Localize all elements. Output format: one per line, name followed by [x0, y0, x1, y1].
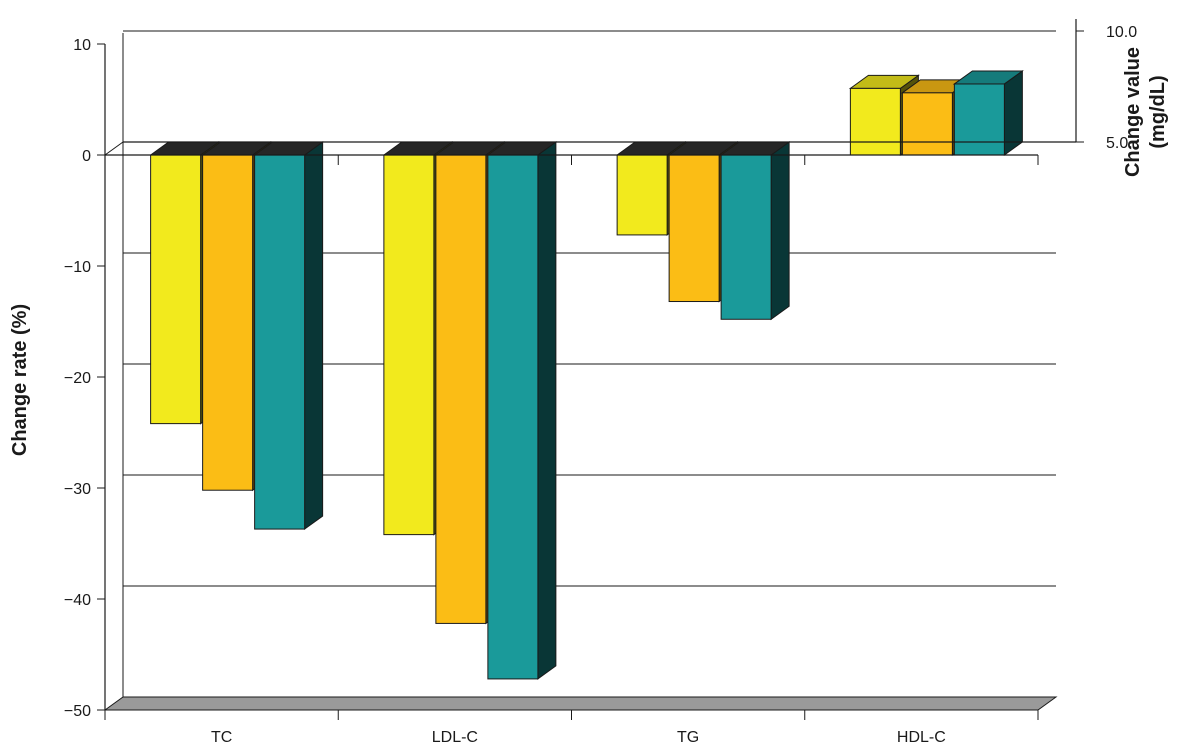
chart-floor	[103, 696, 1058, 711]
y2-axis-title-line2: (mg/dL)	[1147, 75, 1169, 148]
bar	[901, 92, 953, 156]
bar	[953, 83, 1005, 156]
x-tick-label: TG	[677, 729, 699, 746]
y-tick-label: −30	[64, 481, 91, 498]
bar	[487, 154, 539, 680]
y-tick-label: −40	[64, 592, 91, 609]
bar	[616, 154, 668, 236]
bar	[202, 154, 254, 491]
bar	[254, 154, 306, 530]
bar-side	[537, 141, 557, 680]
labels-layer: 10 0 −10 −20 −30 −40 −50 10.0 5.0 TC LDL-C TG HDL-C	[64, 24, 1137, 746]
y-tick-label: 0	[82, 148, 91, 165]
x-tick-label: TC	[211, 729, 232, 746]
y-tick-label: −50	[64, 703, 91, 720]
bar	[720, 154, 772, 320]
y-tick-label: −20	[64, 370, 91, 387]
zero-plane-left	[104, 141, 124, 156]
y2-tick-label: 10.0	[1106, 24, 1137, 41]
bars-layer	[149, 69, 1024, 680]
x-tick-label: LDL-C	[432, 729, 478, 746]
x-tick-label: HDL-C	[897, 729, 946, 746]
bar	[668, 154, 720, 303]
y-axis-title: Change rate (%)	[9, 304, 31, 456]
bar-side	[770, 141, 790, 321]
bar	[150, 154, 202, 425]
bar	[435, 154, 487, 624]
bar	[849, 87, 901, 156]
bar	[383, 154, 435, 536]
y-tick-label: −10	[64, 259, 91, 276]
bar-side	[304, 141, 324, 531]
axes-layer	[97, 19, 1084, 720]
y2-tick-label: 5.0	[1106, 135, 1128, 152]
y-tick-label: 10	[73, 37, 91, 54]
y2-axis-title-line1: Change value	[1122, 47, 1144, 177]
